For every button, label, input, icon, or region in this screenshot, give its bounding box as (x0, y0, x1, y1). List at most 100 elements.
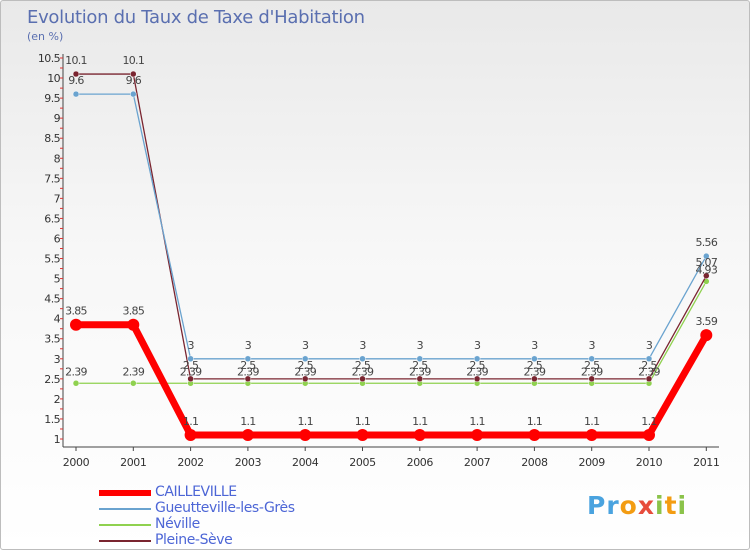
data-label-cailleville: 1.1 (527, 415, 542, 428)
y-tick-label: 2 (54, 393, 60, 406)
data-label-gueutteville-les-gres: 3 (359, 339, 366, 352)
data-label-cailleville: 1.1 (469, 415, 484, 428)
y-tick-label: 3.5 (44, 333, 60, 346)
data-label-pleine-seve: 10.1 (122, 54, 144, 67)
y-tick-label: 1 (54, 433, 60, 446)
data-point-cailleville (413, 428, 426, 441)
data-point-cailleville (471, 428, 484, 441)
data-point-gueutteville-les-gres (72, 90, 80, 98)
data-label-cailleville: 1.1 (412, 415, 427, 428)
legend-label-gueutteville: Gueutteville-les-Grès (155, 500, 295, 516)
data-label-gueutteville-les-gres: 3 (245, 339, 252, 352)
data-label-neville: 2.39 (409, 365, 431, 378)
data-label-gueutteville-les-gres: 9.6 (68, 74, 84, 87)
data-point-cailleville (127, 318, 140, 331)
data-point-pleine-seve (359, 375, 366, 383)
x-tick-label: 2011 (693, 456, 719, 469)
data-label-neville: 2.39 (122, 365, 144, 378)
data-point-pleine-seve (130, 70, 137, 78)
data-label-cailleville: 3.85 (122, 305, 144, 318)
data-label-cailleville: 1.1 (584, 415, 599, 428)
data-point-cailleville (356, 428, 369, 441)
logo-letter: i (677, 491, 688, 520)
data-point-gueutteville-les-gres (588, 355, 595, 363)
data-label-cailleville: 1.1 (641, 415, 656, 428)
data-point-pleine-seve (473, 375, 481, 383)
proxiti-logo: Proxiti (587, 491, 687, 520)
data-label-gueutteville-les-gres: 9.6 (126, 74, 142, 87)
data-label-pleine-seve: 2.5 (355, 359, 371, 372)
data-label-gueutteville-les-gres: 3 (474, 339, 481, 352)
data-label-pleine-seve: 2.5 (641, 359, 657, 372)
data-point-pleine-seve (703, 272, 710, 280)
legend-label-cailleville: CAILLEVILLE (155, 484, 237, 500)
legend-swatch-neville (99, 524, 151, 526)
data-label-gueutteville-les-gres: 3 (589, 339, 596, 352)
data-point-gueutteville-les-gres (301, 355, 309, 363)
data-point-gueutteville-les-gres (645, 355, 653, 363)
data-point-gueutteville-les-gres (416, 355, 424, 363)
y-tick-label: 6 (54, 232, 61, 245)
data-label-neville: 2.39 (638, 365, 660, 378)
x-tick-label: 2001 (120, 456, 146, 469)
x-tick-label: 2003 (235, 456, 262, 469)
data-label-pleine-seve: 10.1 (65, 54, 87, 67)
series-line-pleine-seve (76, 73, 707, 380)
data-label-neville: 2.39 (466, 365, 488, 378)
data-label-gueutteville-les-gres: 3 (646, 339, 653, 352)
logo-letter: o (619, 491, 638, 520)
x-tick-label: 2010 (636, 456, 663, 469)
data-point-cailleville (299, 428, 312, 441)
series-line-neville (76, 281, 707, 384)
y-tick-label: 4 (54, 313, 61, 326)
data-point-gueutteville-les-gres (244, 355, 252, 363)
axes: 11.522.533.544.555.566.577.588.599.51010… (38, 52, 720, 469)
data-point-cailleville (528, 428, 541, 441)
y-tick-label: 2.5 (44, 373, 60, 386)
y-axis-unit: (en %) (27, 30, 64, 43)
legend-swatch-pleine-seve (99, 540, 151, 542)
y-tick-label: 5 (54, 273, 61, 286)
data-label-pleine-seve: 2.5 (527, 359, 543, 372)
y-tick-label: 3 (54, 353, 61, 366)
data-point-pleine-seve (645, 375, 653, 383)
y-tick-label: 7 (54, 192, 61, 205)
x-tick-label: 2004 (292, 456, 319, 469)
data-point-cailleville (643, 428, 655, 441)
y-tick-label: 9 (54, 112, 61, 125)
data-point-gueutteville-les-gres (130, 90, 137, 98)
data-label-gueutteville-les-gres: 3 (417, 339, 424, 352)
logo-letter: P (587, 491, 607, 520)
data-labels: 2.39 2.39 2.39 2.39 2.39 2.39 2.39 2.39 2.39 2.39… (65, 54, 718, 428)
data-label-gueutteville-les-gres: 5.56 (695, 236, 717, 249)
y-tick-label: 1.5 (44, 413, 60, 426)
data-label-neville: 2.39 (294, 365, 316, 378)
x-tick-label: 2007 (464, 456, 491, 469)
data-label-neville: 2.39 (237, 365, 259, 378)
data-label-cailleville: 1.1 (355, 415, 370, 428)
legend-label-neville: Néville (155, 516, 200, 532)
y-tick-label: 9.5 (44, 92, 60, 105)
x-tick-label: 2002 (177, 456, 203, 469)
data-label-neville: 2.39 (581, 365, 603, 378)
data-point-pleine-seve (588, 375, 595, 383)
data-label-gueutteville-les-gres: 3 (302, 339, 309, 352)
y-tick-label: 10.5 (38, 52, 61, 65)
data-label-neville: 2.39 (352, 365, 374, 378)
data-label-cailleville: 1.1 (183, 415, 198, 428)
data-point-pleine-seve (187, 375, 194, 383)
data-point-cailleville (585, 428, 598, 441)
data-point-gueutteville-les-gres (187, 355, 194, 363)
data-point-cailleville (241, 428, 254, 441)
y-tick-label: 7.5 (44, 172, 60, 185)
legend-swatch-gueutteville (99, 508, 151, 510)
data-label-gueutteville-les-gres: 3 (187, 339, 194, 352)
data-label-cailleville: 1.1 (240, 415, 255, 428)
series-line-cailleville (76, 321, 710, 439)
data-label-pleine-seve: 2.5 (240, 359, 256, 372)
logo-letter: r (606, 491, 620, 520)
data-point-pleine-seve (244, 375, 252, 383)
data-point-cailleville (184, 428, 197, 441)
data-point-neville (130, 380, 137, 387)
